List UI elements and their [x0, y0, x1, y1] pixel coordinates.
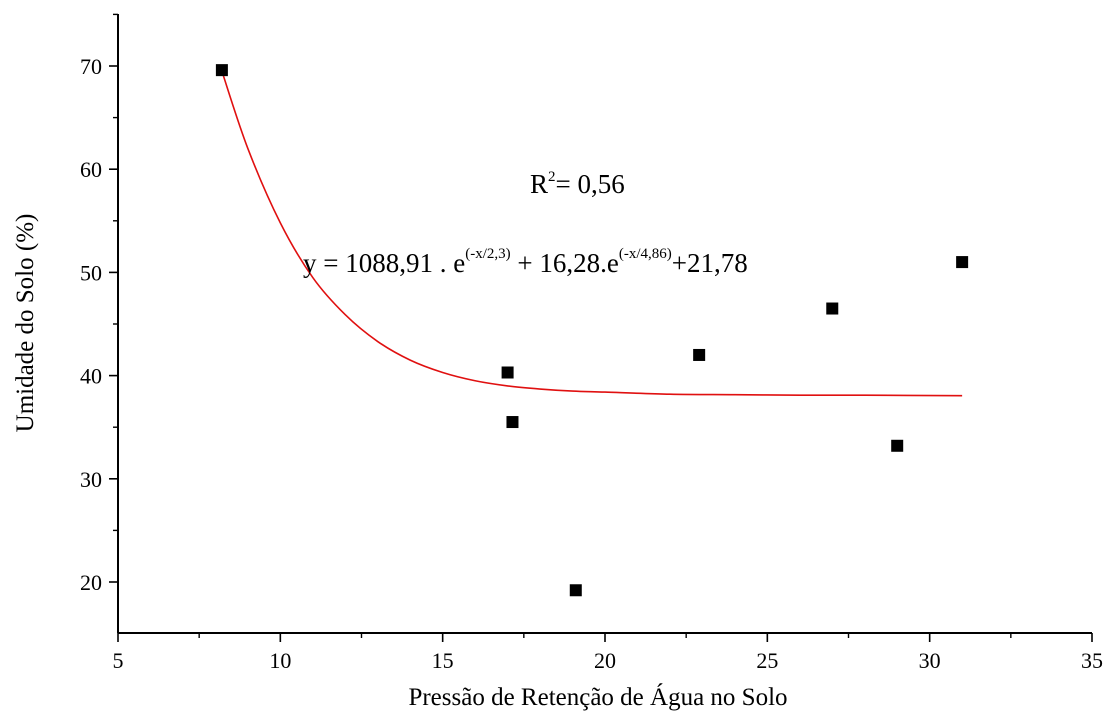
eq-sup2: (-x/4,86): [619, 246, 672, 262]
x-tick-label: 25: [756, 648, 778, 673]
data-point: [826, 302, 839, 315]
data-point: [891, 439, 904, 452]
x-tick-label: 20: [594, 648, 616, 673]
y-axis-title: Umidade do Solo (%): [12, 214, 39, 433]
data-point: [501, 366, 514, 379]
x-tick-label: 15: [432, 648, 454, 673]
y-tick-label: 30: [80, 467, 102, 492]
y-ticks: 20 30 40 50 60 70: [80, 13, 118, 595]
eq-part2: + 16,28.e: [511, 248, 619, 278]
y-tick-label: 60: [80, 157, 102, 182]
fit-curve: [221, 70, 963, 397]
data-point: [215, 64, 228, 77]
equation-annotation: y = 1088,91 . e(-x/2,3) + 16,28.e(-x/4,8…: [303, 246, 748, 278]
y-tick-label: 50: [80, 260, 102, 285]
x-tick-label: 5: [113, 648, 124, 673]
data-point: [956, 256, 969, 269]
data-point: [693, 348, 706, 361]
r2-value: = 0,56: [556, 169, 625, 199]
y-tick-label: 20: [80, 570, 102, 595]
r2-r: R: [530, 169, 548, 199]
eq-part3: +21,78: [672, 248, 748, 278]
eq-part1: y = 1088,91 . e: [303, 248, 465, 278]
r2-sup: 2: [548, 169, 556, 185]
data-points: [215, 64, 969, 597]
eq-sup1: (-x/2,3): [465, 246, 510, 262]
r-squared-annotation: R2= 0,56: [530, 169, 625, 199]
x-tick-label: 10: [269, 648, 291, 673]
x-tick-label: 30: [919, 648, 941, 673]
y-tick-label: 40: [80, 364, 102, 389]
data-point: [506, 416, 519, 429]
data-point: [569, 584, 582, 597]
x-ticks: 5 10 15 20 25 30 35: [113, 633, 1103, 673]
x-axis-title: Pressão de Retenção de Água no Solo: [408, 683, 787, 711]
y-tick-label: 70: [80, 54, 102, 79]
x-tick-label: 35: [1081, 648, 1103, 673]
